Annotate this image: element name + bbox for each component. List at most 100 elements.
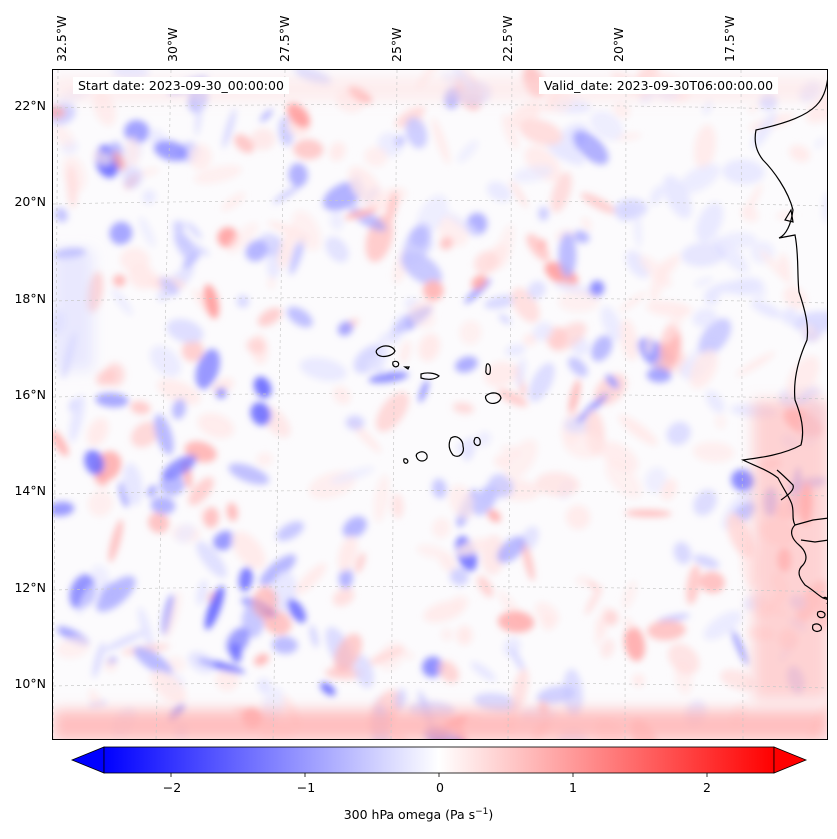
island-santo-antao xyxy=(375,345,396,357)
ascent-patch xyxy=(153,140,188,162)
descent-patch xyxy=(203,284,220,319)
ascent-patch xyxy=(678,163,721,194)
descent-patch xyxy=(619,291,647,312)
descent-patch xyxy=(743,183,763,220)
descent-patch xyxy=(416,544,448,559)
descent-patch xyxy=(112,151,126,171)
ascent-patch xyxy=(109,221,133,245)
ascent-patch xyxy=(122,167,143,189)
ascent-patch xyxy=(250,402,272,426)
descent-patch xyxy=(423,600,465,623)
descent-patch xyxy=(88,490,113,517)
descent-patch xyxy=(624,626,646,662)
ascent-patch xyxy=(692,308,718,328)
descent-patch xyxy=(535,472,580,497)
descent-patch xyxy=(783,286,807,309)
lat-label-14n: 14°N xyxy=(14,483,46,498)
descent-patch xyxy=(203,507,219,528)
descent-patch xyxy=(575,575,591,586)
ascent-patch xyxy=(95,392,129,408)
ascent-patch xyxy=(694,277,714,287)
field-bands xyxy=(53,78,827,739)
ascent-patch xyxy=(171,398,187,420)
descent-patch xyxy=(550,171,572,213)
descent-patch xyxy=(624,509,672,518)
ascent-patch xyxy=(418,379,429,403)
descent-patch xyxy=(128,264,156,289)
descent-patch xyxy=(254,653,269,666)
ascent-patch xyxy=(590,335,613,362)
ascent-patch xyxy=(538,206,549,221)
ascent-patch xyxy=(576,392,609,423)
ascent-patch xyxy=(498,314,511,325)
descent-patch xyxy=(181,339,204,362)
lat-label-16n: 16°N xyxy=(14,387,46,402)
map-gridlines xyxy=(53,70,827,739)
descent-patch xyxy=(508,101,543,128)
descent-patch xyxy=(660,478,677,501)
descent-patch xyxy=(805,93,827,124)
descent-patch xyxy=(623,617,634,631)
ascent-patch xyxy=(681,242,727,267)
descent-patch xyxy=(246,337,266,354)
ascent-patch xyxy=(394,688,407,712)
descent-patch xyxy=(584,585,603,615)
descent-patch xyxy=(93,91,116,126)
ascent-patch xyxy=(457,140,479,163)
descent-patch xyxy=(534,602,560,625)
descent-patch xyxy=(395,106,426,128)
descent-patch xyxy=(452,402,474,414)
descent-patch xyxy=(580,192,617,215)
descent-patch xyxy=(286,102,310,129)
map-panel xyxy=(52,69,828,740)
africa-coastline-south xyxy=(791,524,827,600)
ascent-patch xyxy=(600,306,622,342)
ascent-patch xyxy=(666,421,691,446)
descent-patch xyxy=(53,125,74,148)
colorbar-high-extend xyxy=(773,746,808,774)
ascent-patch xyxy=(509,647,526,673)
ascent-patch xyxy=(573,230,590,244)
descent-patch xyxy=(189,144,212,170)
descent-patch xyxy=(544,261,579,288)
ascent-patch xyxy=(751,111,777,149)
ascent-patch xyxy=(731,469,755,492)
coastlines xyxy=(375,79,827,632)
descent-patch xyxy=(194,165,242,184)
descent-patch xyxy=(407,303,436,329)
descent-patch xyxy=(471,274,487,290)
ascent-patch xyxy=(166,318,204,344)
descent-patch xyxy=(778,253,791,281)
ascent-patch xyxy=(271,636,298,654)
descent-patch xyxy=(295,563,327,595)
descent-patch xyxy=(56,637,90,659)
descent-patch xyxy=(459,320,482,345)
ascent-patch xyxy=(449,567,469,586)
ascent-patch xyxy=(748,279,767,300)
descent-patch xyxy=(568,379,581,416)
ascent-patch xyxy=(527,280,546,300)
ascent-patch xyxy=(345,415,365,430)
descent-patch xyxy=(226,502,238,522)
ascent-patch xyxy=(572,130,609,165)
ascent-patch xyxy=(91,565,110,586)
descent-patch xyxy=(595,618,607,638)
ascent-patch xyxy=(77,583,95,616)
descent-patch xyxy=(333,633,363,672)
descent-patch xyxy=(441,628,454,641)
ascent-patch xyxy=(693,489,717,516)
lat-label-12n: 12°N xyxy=(14,580,46,595)
island-brava xyxy=(403,458,409,464)
ascent-patch xyxy=(455,356,478,373)
ascent-patch xyxy=(213,531,236,551)
lat-label-22n: 22°N xyxy=(14,98,46,113)
ascent-patch xyxy=(705,390,725,414)
colorbar-tick-label: −2 xyxy=(162,780,182,795)
descent-patch xyxy=(581,216,592,231)
ascent-patch xyxy=(497,536,526,564)
ascent-patch xyxy=(329,210,344,231)
descent-patch xyxy=(501,113,519,150)
ascent-patch xyxy=(215,387,227,399)
descent-patch xyxy=(720,669,755,691)
ascent-patch xyxy=(368,371,409,384)
